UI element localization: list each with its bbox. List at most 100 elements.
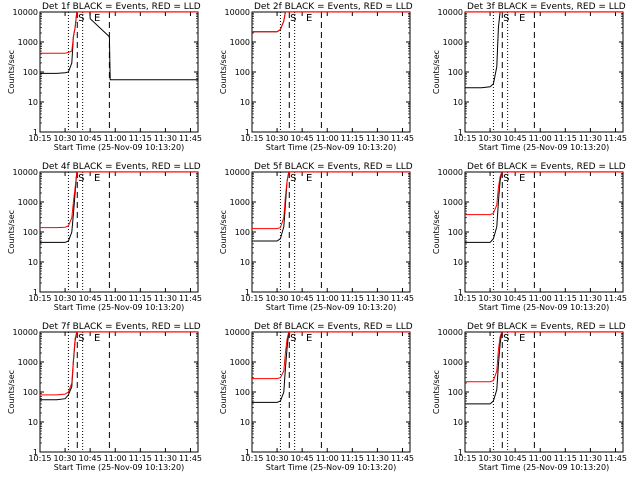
y-tick-label: 1 (33, 448, 38, 457)
y-tick-label: 10 (240, 418, 250, 427)
y-tick-label: 10000 (438, 168, 463, 177)
x-tick-label: 11:15 (341, 134, 364, 143)
y-tick-label: 100 (448, 68, 463, 77)
series-line-events (252, 172, 410, 242)
y-axis-label: Counts/sec (219, 210, 228, 254)
series-group (252, 172, 410, 242)
y-axis-label: Counts/sec (432, 370, 441, 414)
x-tick-label: 10:15 (28, 454, 51, 463)
x-tick-label: 11:00 (104, 454, 127, 463)
y-tick-label: 10000 (225, 328, 250, 337)
series-line-events (40, 12, 198, 81)
y-tick-label: 1 (245, 288, 250, 297)
x-axis-label: Start Time (25-Nov-09 10:13:20) (54, 303, 184, 312)
panel-det-8: Det 8f BLACK = Events, RED = LLD 1 10 100 10… (219, 322, 414, 472)
x-tick-label: 11:45 (604, 454, 627, 463)
y-axis-label: Counts/sec (219, 50, 228, 94)
panel-det-2: Det 2f BLACK = Events, RED = LLD 1 10 100 10… (219, 2, 414, 152)
marker-s: S (78, 13, 84, 24)
panel-det-4: Det 4f BLACK = Events, RED = LLD 1 10 100 10… (7, 162, 202, 312)
y-axis-label: Counts/sec (219, 370, 228, 414)
y-tick-label: 10000 (225, 8, 250, 17)
y-tick-label: 1 (458, 448, 463, 457)
x-tick-label: 10:15 (240, 134, 263, 143)
series-group (252, 12, 410, 33)
y-tick-label: 100 (23, 388, 38, 397)
panel-title: Det 7f BLACK = Events, RED = LLD (42, 322, 201, 332)
x-tick-label: 11:15 (341, 294, 364, 303)
series-group (465, 332, 623, 405)
y-tick-label: 1 (245, 128, 250, 137)
panel-det-9: Det 9f BLACK = Events, RED = LLD 1 10 100 10… (432, 322, 627, 472)
y-tick-label: 100 (448, 228, 463, 237)
y-tick-label: 1 (33, 288, 38, 297)
x-tick-label: 11:45 (604, 134, 627, 143)
panel-title: Det 9f BLACK = Events, RED = LLD (467, 322, 626, 332)
y-tick-label: 1 (458, 128, 463, 137)
x-tick-label: 11:45 (179, 294, 202, 303)
series-line-lld (40, 172, 198, 229)
x-tick-label: 10:30 (54, 454, 77, 463)
series-line-events (465, 12, 623, 89)
x-axis-label: Start Time (25-Nov-09 10:13:20) (54, 143, 184, 152)
marker-e: E (94, 333, 100, 344)
x-tick-label: 10:45 (291, 134, 314, 143)
series-group (465, 172, 623, 243)
series-line-events (40, 172, 198, 243)
series-line-lld (465, 332, 623, 383)
y-tick-label: 10 (240, 258, 250, 267)
marker-e: E (519, 173, 525, 184)
y-tick-label: 1000 (443, 38, 463, 47)
panel-title: Det 6f BLACK = Events, RED = LLD (467, 162, 626, 172)
y-tick-label: 10000 (13, 328, 38, 337)
series-line-events (40, 332, 198, 401)
y-axis-label: Counts/sec (7, 370, 16, 414)
panel-det-5: Det 5f BLACK = Events, RED = LLD 1 10 100 10… (219, 162, 414, 312)
series-group (40, 172, 198, 243)
panel-title: Det 1f BLACK = Events, RED = LLD (42, 2, 201, 12)
panel-det-7: Det 7f BLACK = Events, RED = LLD 1 10 100 10… (7, 322, 202, 472)
y-tick-label: 100 (235, 388, 250, 397)
marker-e: E (306, 173, 312, 184)
y-tick-label: 100 (448, 388, 463, 397)
series-line-events (252, 332, 410, 403)
series-group (40, 12, 198, 81)
x-tick-label: 10:45 (79, 294, 102, 303)
y-tick-label: 100 (235, 68, 250, 77)
panel-det-1: Det 1f BLACK = Events, RED = LLD 1 10 100 10… (7, 2, 202, 152)
x-tick-label: 11:00 (104, 134, 127, 143)
y-tick-label: 100 (235, 228, 250, 237)
x-axis-label: Start Time (25-Nov-09 10:13:20) (479, 303, 609, 312)
series-group (252, 332, 410, 403)
y-tick-label: 10000 (13, 168, 38, 177)
marker-e: E (94, 173, 100, 184)
x-tick-label: 11:00 (529, 454, 552, 463)
x-tick-label: 10:30 (266, 134, 289, 143)
series-line-lld (252, 332, 410, 380)
y-tick-label: 1000 (443, 198, 463, 207)
x-tick-label: 11:30 (154, 454, 177, 463)
x-tick-label: 10:15 (453, 454, 476, 463)
y-tick-label: 10 (453, 418, 463, 427)
series-group (40, 332, 198, 401)
x-tick-label: 11:30 (366, 134, 389, 143)
x-tick-label: 11:15 (129, 294, 152, 303)
x-tick-label: 11:00 (316, 454, 339, 463)
y-tick-label: 10000 (438, 8, 463, 17)
y-tick-label: 10 (240, 98, 250, 107)
x-tick-label: 10:15 (28, 294, 51, 303)
panel-title: Det 3f BLACK = Events, RED = LLD (467, 2, 626, 12)
y-tick-label: 10 (28, 98, 38, 107)
x-tick-label: 10:15 (453, 294, 476, 303)
y-tick-label: 10000 (225, 168, 250, 177)
x-tick-label: 11:30 (154, 134, 177, 143)
y-tick-label: 1000 (18, 198, 38, 207)
x-axis-label: Start Time (25-Nov-09 10:13:20) (479, 143, 609, 152)
series-line-lld (252, 12, 410, 33)
x-tick-label: 10:30 (266, 454, 289, 463)
panel-det-6: Det 6f BLACK = Events, RED = LLD 1 10 100 10… (432, 162, 627, 312)
x-tick-label: 10:30 (54, 134, 77, 143)
x-tick-label: 10:45 (504, 134, 527, 143)
marker-e: E (306, 333, 312, 344)
